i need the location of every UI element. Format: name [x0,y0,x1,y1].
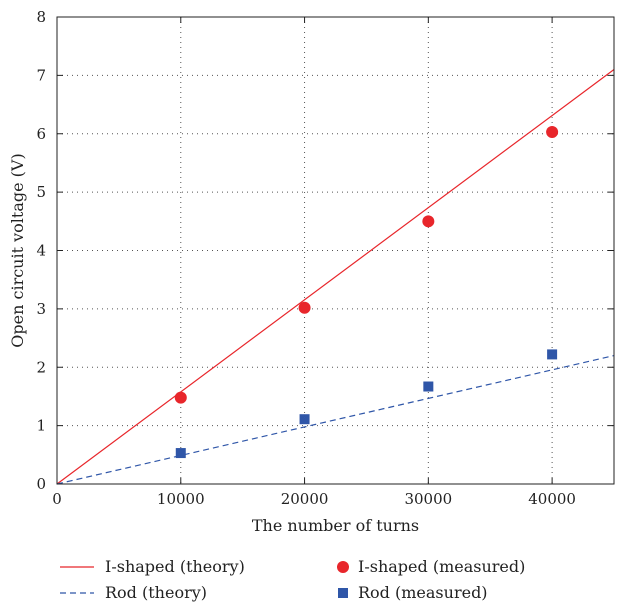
legend-item: Rod (measured) [338,583,488,602]
data-point-square [175,448,186,459]
legend-label: I-shaped (theory) [105,557,245,576]
y-tick-label: 7 [36,66,46,84]
x-tick-label: 20000 [281,490,329,508]
y-tick-label: 3 [36,300,46,318]
plot-series [56,69,615,485]
legend-label: Rod (measured) [358,583,488,602]
data-point-square [299,414,310,425]
y-axis-label: Open circuit voltage (V) [8,153,27,347]
y-tick-label: 6 [36,125,46,143]
y-tick-label: 4 [36,242,46,260]
x-tick-label: 0 [52,490,62,508]
series-line [56,69,615,485]
series-line [56,354,615,485]
data-point-square [547,349,558,360]
plot-frame [56,16,615,485]
legend-item: I-shaped (theory) [60,557,245,576]
legend-label: Rod (theory) [105,583,207,602]
legend-swatch-square [338,588,348,598]
y-tick-label: 5 [36,183,46,201]
x-tick-label: 30000 [404,490,452,508]
legend-label: I-shaped (measured) [358,557,525,576]
legend-item: I-shaped (measured) [337,557,525,576]
x-tick-label: 40000 [528,490,576,508]
legend-item: Rod (theory) [60,583,207,602]
data-point-circle [174,391,187,404]
data-point-square [423,381,434,392]
legend-swatch-circle [337,561,349,573]
axis-ticks: 0 10000 20000 30000 40000 0 1 2 3 4 5 6 7 8 [36,8,614,508]
data-point-circle [422,215,435,228]
y-tick-label: 0 [36,475,46,493]
x-axis-label: The number of turns [252,516,419,535]
y-tick-label: 2 [36,358,46,376]
grid [57,17,614,484]
y-tick-label: 8 [36,8,46,26]
x-tick-label: 10000 [157,490,205,508]
legend: I-shaped (theory) I-shaped (measured) Rod … [60,557,525,602]
data-point-circle [546,125,559,138]
y-tick-label: 1 [36,417,46,435]
data-point-circle [298,301,311,314]
